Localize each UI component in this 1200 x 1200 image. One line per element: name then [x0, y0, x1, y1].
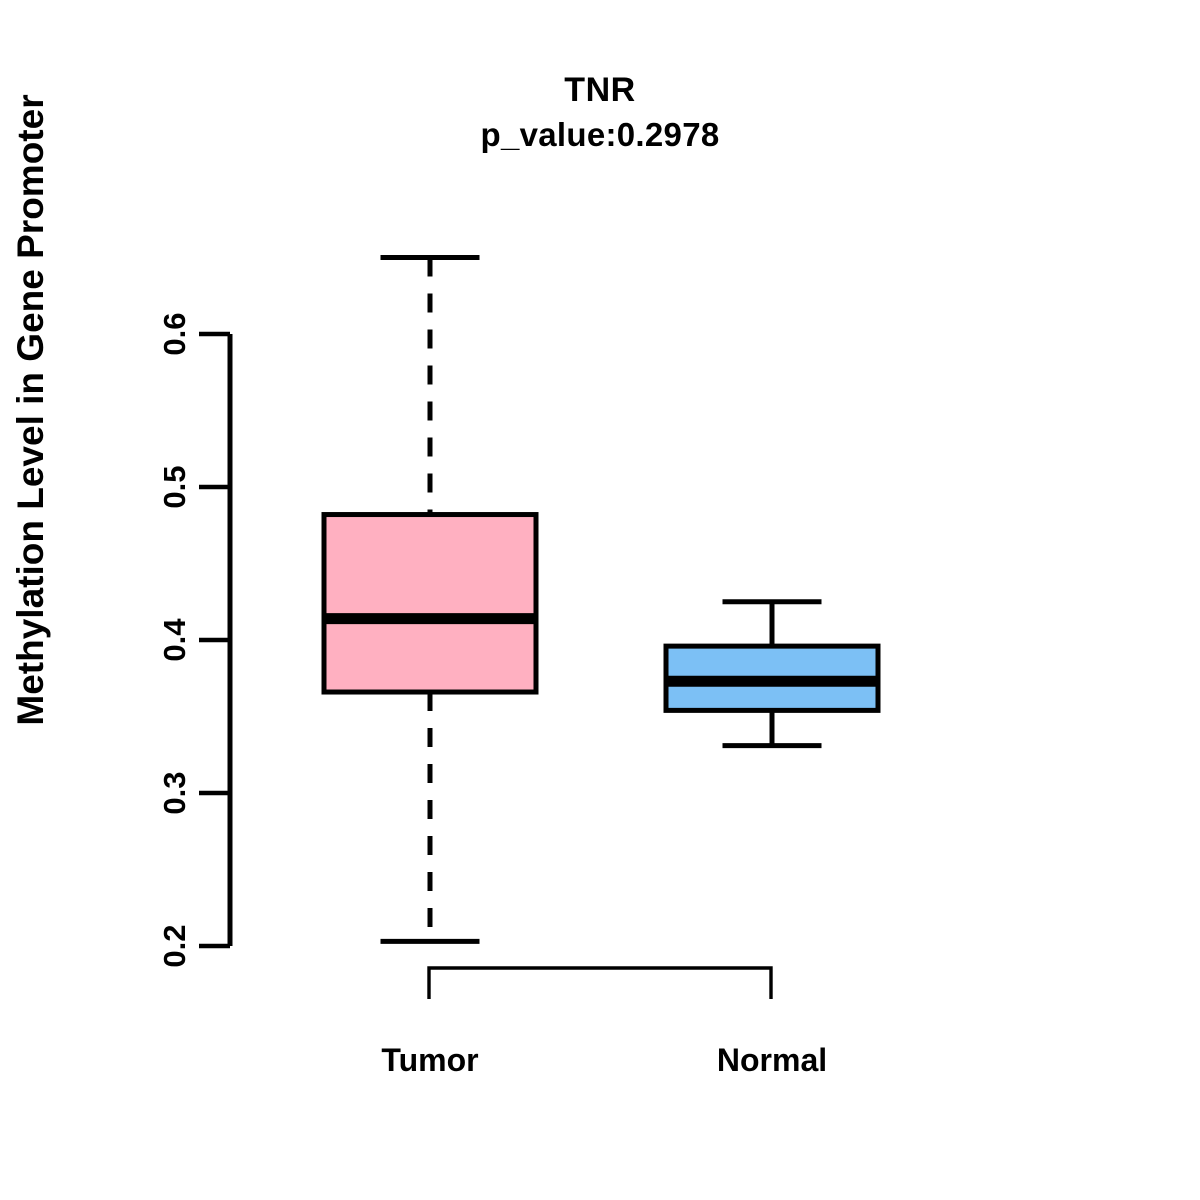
y-tick-label-0.5: 0.5: [157, 465, 192, 509]
x-tick-label-normal: Normal: [716, 1042, 828, 1078]
x-axis: [427, 966, 773, 999]
y-axis: [199, 331, 233, 949]
y-tick-label-0.3: 0.3: [157, 771, 192, 815]
box-normal[interactable]: [663, 599, 881, 749]
chart-title: TNR: [564, 71, 636, 109]
y-tick-label-0.4: 0.4: [157, 618, 192, 662]
y-tick-label-0.2: 0.2: [157, 924, 192, 968]
x-tick-label-tumor: Tumor: [381, 1042, 479, 1078]
chart-title-block: TNR p_value:0.2978: [0, 68, 1200, 156]
x-axis-bracket: [427, 966, 773, 999]
tumor-iqr-box[interactable]: [321, 512, 539, 695]
y-tick-label-0.6: 0.6: [157, 312, 192, 356]
chart-subtitle-pvalue: p_value:0.2978: [480, 115, 720, 153]
box-tumor[interactable]: [321, 255, 539, 944]
